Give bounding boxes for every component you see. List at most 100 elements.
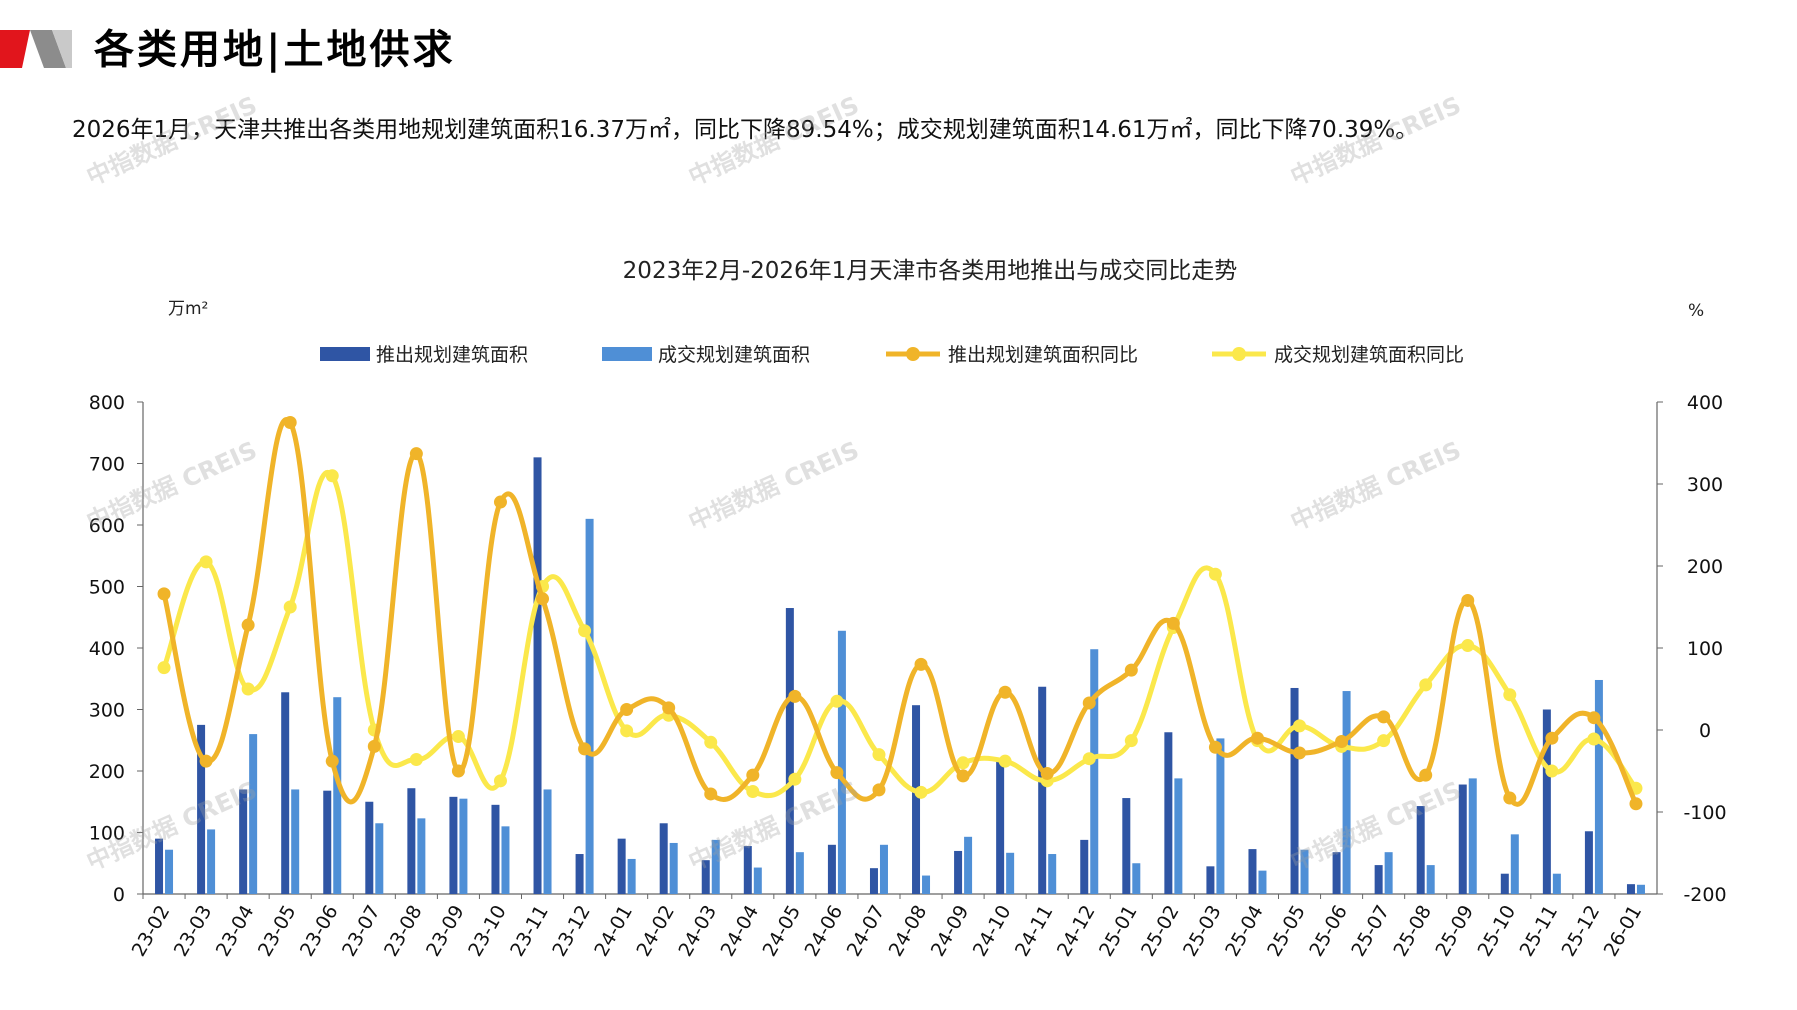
x-tick-label: 23-03 (170, 902, 217, 961)
supply-bar (1206, 866, 1215, 894)
supply-yoy-point (157, 587, 171, 601)
deal-yoy-point (1082, 752, 1096, 766)
supply-bar (1290, 687, 1299, 894)
deal-yoy-point (283, 600, 297, 614)
supply-bar (1626, 884, 1635, 894)
x-tick-label: 23-10 (464, 902, 511, 961)
supply-bar (659, 823, 668, 894)
supply-yoy-point (283, 416, 297, 429)
left-tick-label: 400 (89, 638, 125, 660)
supply-bar (1332, 852, 1341, 894)
supply-bar (365, 801, 374, 894)
deal-bar (1006, 852, 1015, 894)
deal-bar (1132, 863, 1141, 894)
right-tick-label: -200 (1683, 884, 1726, 906)
supply-bar (1248, 849, 1257, 894)
supply-yoy-point (1166, 616, 1180, 630)
x-tick-label: 25-05 (1263, 902, 1310, 961)
supply-yoy-point (367, 739, 381, 753)
supply-bar (1164, 732, 1173, 894)
legend-swatch (602, 347, 652, 361)
deal-yoy-point (914, 785, 928, 799)
deal-yoy-point (578, 624, 592, 638)
supply-yoy-point (1124, 663, 1138, 677)
deal-bar (543, 789, 552, 894)
x-tick-label: 23-12 (548, 902, 595, 961)
supply-yoy-point (241, 618, 255, 632)
left-tick-label: 700 (89, 454, 125, 476)
supply-bar (869, 868, 878, 894)
supply-yoy-point (1545, 731, 1559, 745)
deal-bar (1342, 691, 1351, 894)
chart-title: 2023年2月-2026年1月天津市各类用地推出与成交同比走势 (623, 258, 1238, 284)
deal-bar (333, 697, 342, 894)
supply-bar (1458, 784, 1467, 894)
deal-bar (501, 826, 510, 894)
supply-yoy-point (1040, 766, 1054, 780)
x-tick-label: 24-12 (1053, 902, 1100, 961)
deal-yoy-point (1503, 688, 1517, 702)
deal-bar (1258, 870, 1267, 894)
supply-bar (197, 724, 206, 894)
deal-bar (1216, 738, 1225, 894)
deal-bar (459, 798, 468, 894)
deal-bar (291, 789, 300, 894)
supply-yoy-point (578, 742, 592, 756)
right-axis-unit: % (1688, 301, 1704, 321)
supply-yoy-point (493, 495, 507, 509)
deal-yoy-point (157, 661, 171, 675)
deal-bar (1636, 884, 1645, 894)
deal-bar (207, 829, 216, 894)
supply-yoy-point (1587, 711, 1601, 725)
right-tick-label: 300 (1687, 474, 1723, 496)
x-tick-label: 25-02 (1137, 902, 1184, 961)
x-tick-label: 23-06 (296, 902, 343, 961)
supply-bar (155, 838, 164, 894)
left-axis-unit: 万m² (168, 299, 208, 319)
deal-yoy-point (451, 730, 465, 744)
right-tick-label: 100 (1687, 638, 1723, 660)
legend-label: 成交规划建筑面积 (658, 344, 810, 366)
left-tick-label: 600 (89, 515, 125, 537)
x-tick-label: 24-07 (843, 902, 890, 961)
x-tick-label: 23-07 (338, 902, 385, 961)
x-tick-label: 23-04 (212, 902, 259, 961)
supply-yoy-point (662, 701, 676, 715)
supply-yoy-point (998, 685, 1012, 699)
deal-bar (165, 849, 174, 894)
supply-bar (1374, 865, 1383, 894)
supply-yoy-point (704, 787, 718, 801)
deal-yoy-point (325, 469, 339, 483)
supply-yoy-point (914, 657, 928, 671)
x-tick-label: 26-01 (1600, 902, 1647, 961)
x-tick-label: 23-02 (128, 902, 175, 961)
supply-yoy-point (1250, 731, 1264, 745)
supply-bar (1416, 806, 1425, 894)
deal-bar (1426, 865, 1435, 894)
supply-yoy-line (161, 417, 1639, 807)
x-tick-label: 24-03 (674, 902, 721, 961)
left-tick-label: 0 (113, 884, 125, 906)
supply-bar (1080, 839, 1089, 894)
legend-label: 推出规划建筑面积同比 (948, 344, 1138, 366)
supply-bar (491, 804, 500, 894)
x-tick-label: 25-07 (1347, 902, 1394, 961)
supply-yoy-point (1503, 791, 1517, 805)
brand-logo-icon (0, 30, 72, 68)
deal-yoy-point (199, 555, 213, 569)
deal-bar (1090, 649, 1099, 894)
supply-yoy-point (451, 764, 465, 778)
supply-bar (1038, 686, 1047, 894)
left-tick-label: 800 (89, 392, 125, 414)
legend-marker (1232, 347, 1246, 361)
deal-bar (1468, 778, 1477, 894)
deal-yoy-point (746, 785, 760, 798)
supply-yoy-point (1208, 740, 1222, 754)
deal-yoy-point (1377, 734, 1391, 748)
section-title: 各类用地|土地供求 (94, 26, 456, 73)
supply-bar (954, 850, 963, 894)
supply-bar (449, 796, 458, 894)
x-tick-label: 23-09 (422, 902, 469, 961)
deal-bar (1048, 854, 1057, 894)
